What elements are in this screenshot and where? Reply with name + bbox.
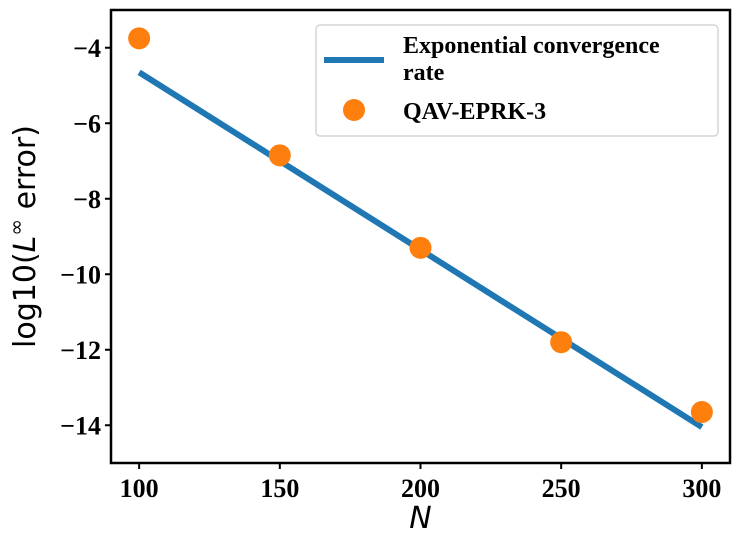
y-axis-label-superscript: ∞ — [4, 219, 28, 236]
x-axis-label: N — [409, 501, 431, 536]
y-axis-label-italic: L — [8, 236, 43, 253]
y-axis-label-pre: log10( — [8, 252, 43, 348]
data-point — [128, 27, 151, 50]
plot-marks — [128, 27, 713, 430]
y-tick-label: −4 — [73, 34, 101, 63]
legend-label-exponential-rate: Exponential convergence — [403, 33, 660, 59]
data-point — [268, 144, 291, 167]
y-tick-label: −6 — [73, 109, 101, 138]
x-axis-ticks: 100 150 200 250 300 — [120, 463, 721, 503]
data-point — [550, 331, 573, 354]
y-tick-label: −8 — [73, 185, 101, 214]
data-point — [690, 401, 713, 424]
x-tick-label: 200 — [401, 474, 440, 503]
y-axis-ticks: −4 −6 −8 −10 −12 −14 — [60, 34, 111, 440]
x-tick-label: 300 — [682, 474, 721, 503]
legend: Exponential convergence rate QAV-EPRK-3 — [315, 24, 719, 137]
legend-label-qav-eprk-3: QAV-EPRK-3 — [403, 99, 546, 125]
y-tick-label: −10 — [60, 260, 101, 289]
x-tick-label: 150 — [260, 474, 299, 503]
x-tick-label: 250 — [542, 474, 581, 503]
x-tick-label: 100 — [120, 474, 159, 503]
y-axis-label: log10(L∞ error) — [4, 125, 43, 348]
y-tick-label: −12 — [60, 336, 101, 365]
legend-box — [315, 24, 719, 137]
legend-marker-swatch — [343, 99, 365, 121]
legend-label-exponential-rate: rate — [403, 60, 445, 86]
y-axis-label-post: error) — [8, 125, 43, 219]
data-point — [409, 236, 432, 259]
y-tick-label: −14 — [60, 411, 101, 440]
